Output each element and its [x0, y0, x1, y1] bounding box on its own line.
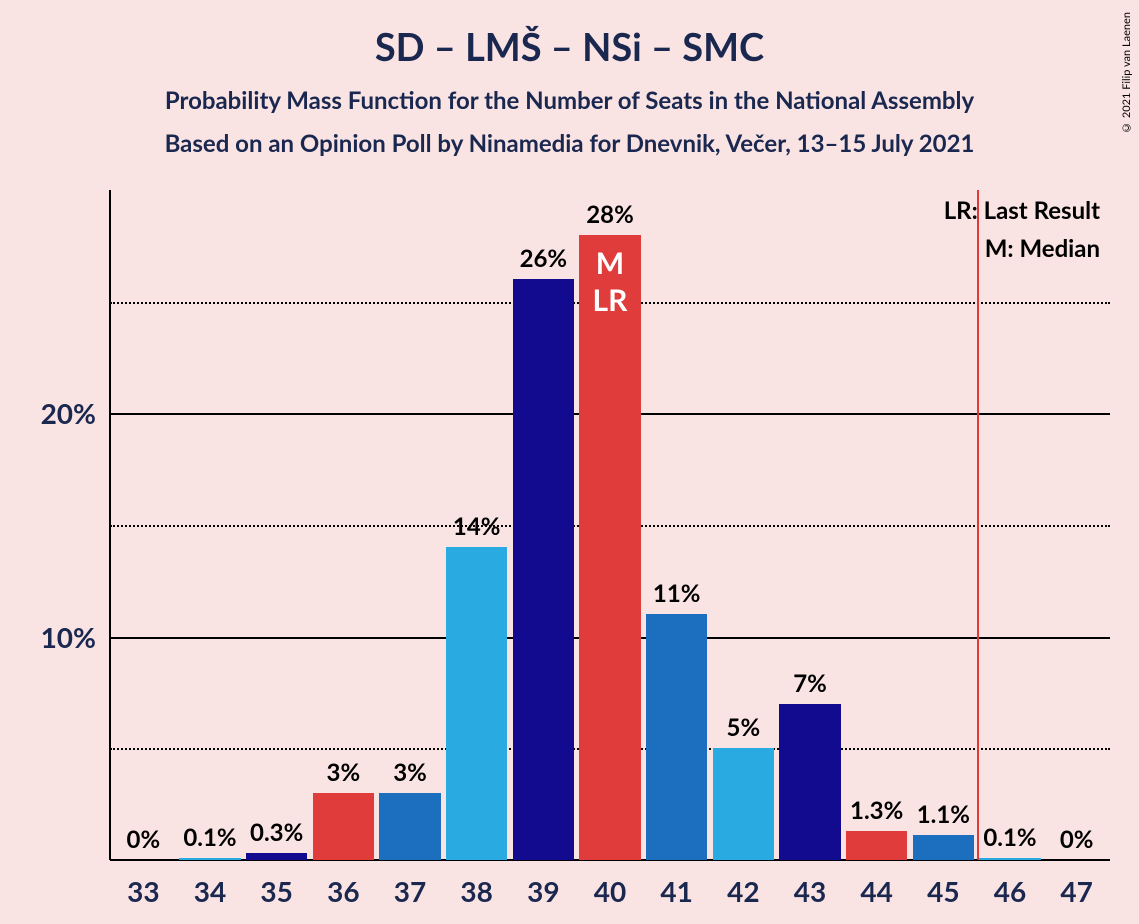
bar — [379, 793, 440, 860]
x-axis-label: 43 — [794, 874, 826, 908]
bar-value-label: 1.1% — [917, 800, 970, 829]
bar — [246, 853, 307, 860]
chart-plot-area: 10%20%0%330.1%340.3%353%363%3714%3826%39… — [110, 190, 1110, 860]
x-axis-label: 36 — [327, 874, 359, 908]
bar-value-label: 1.3% — [850, 796, 903, 825]
bar-value-label: 5% — [727, 713, 761, 742]
chart-subtitle-2: Based on an Opinion Poll by Ninamedia fo… — [0, 129, 1139, 158]
bar — [979, 858, 1040, 860]
bar-value-label: 0.1% — [983, 823, 1036, 852]
copyright-text: © 2021 Filip van Laenen — [1120, 12, 1133, 134]
x-axis-label: 37 — [394, 874, 426, 908]
x-axis-label: 44 — [860, 874, 892, 908]
chart-subtitle-1: Probability Mass Function for the Number… — [0, 86, 1139, 115]
bar-value-label: 14% — [453, 512, 501, 541]
bar — [913, 835, 974, 860]
bar: MLR — [579, 235, 640, 860]
x-axis-label: 45 — [927, 874, 959, 908]
x-axis-label: 33 — [127, 874, 159, 908]
x-axis-label: 35 — [260, 874, 292, 908]
bar — [313, 793, 374, 860]
y-axis-label: 20% — [41, 396, 96, 430]
legend-m: M: Median — [985, 234, 1100, 263]
bar-value-label: 0% — [127, 825, 161, 854]
bar-value-label: 26% — [520, 244, 568, 273]
bar-value-label: 0.3% — [250, 818, 303, 847]
median-marker: MLR — [593, 245, 628, 320]
x-axis-label: 38 — [460, 874, 492, 908]
x-axis-label: 41 — [660, 874, 692, 908]
legend-lr: LR: Last Result — [944, 196, 1100, 225]
bar-value-label: 3% — [393, 758, 427, 787]
x-axis-label: 46 — [994, 874, 1026, 908]
chart-title: SD – LMŠ – NSi – SMC — [0, 0, 1139, 70]
bar-value-label: 28% — [586, 200, 634, 229]
median-lr: LR — [593, 282, 628, 320]
last-result-line — [977, 190, 979, 860]
median-m: M — [593, 245, 628, 283]
bar-value-label: 0.1% — [183, 823, 236, 852]
x-axis-label: 39 — [527, 874, 559, 908]
bar — [513, 279, 574, 860]
bar — [646, 614, 707, 860]
bar-value-label: 0% — [1060, 825, 1094, 854]
bar — [446, 547, 507, 860]
bar — [846, 831, 907, 860]
bar — [179, 858, 240, 860]
x-axis-label: 42 — [727, 874, 759, 908]
x-axis-label: 47 — [1060, 874, 1092, 908]
y-axis-label: 10% — [41, 620, 96, 654]
x-axis-label: 40 — [594, 874, 626, 908]
bar-value-label: 11% — [653, 579, 701, 608]
bar-value-label: 7% — [793, 669, 827, 698]
y-axis — [109, 190, 111, 860]
x-axis-label: 34 — [194, 874, 226, 908]
bar — [713, 748, 774, 860]
bar-value-label: 3% — [327, 758, 361, 787]
bar — [779, 704, 840, 860]
